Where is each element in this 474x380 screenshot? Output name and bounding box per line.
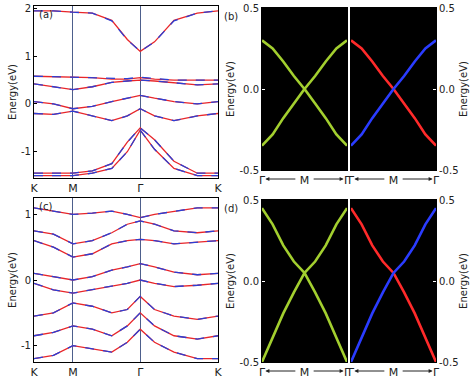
svg-text:-0.5: -0.5: [239, 357, 259, 368]
svg-text:(b): (b): [224, 11, 238, 22]
svg-text:Γ: Γ: [344, 366, 351, 379]
svg-text:-0.5: -0.5: [439, 165, 459, 176]
svg-text:(d): (d): [224, 203, 238, 214]
svg-text:Energy(eV): Energy(eV): [7, 252, 18, 308]
svg-text:M: M: [68, 182, 78, 195]
svg-text:Γ: Γ: [433, 174, 440, 187]
svg-text:Γ: Γ: [348, 174, 355, 187]
svg-text:0.0: 0.0: [439, 84, 455, 95]
svg-text:0.5: 0.5: [243, 195, 259, 206]
svg-text:Γ: Γ: [137, 182, 144, 195]
svg-text:0.5: 0.5: [439, 3, 455, 14]
svg-text:0.0: 0.0: [243, 84, 259, 95]
svg-text:M: M: [389, 366, 399, 379]
svg-text:2: 2: [25, 3, 31, 14]
svg-text:1: 1: [25, 209, 31, 220]
svg-text:M: M: [300, 366, 310, 379]
svg-text:(c): (c): [39, 201, 52, 212]
svg-text:Γ: Γ: [344, 174, 351, 187]
svg-text:Energy(eV): Energy(eV): [458, 61, 469, 117]
svg-text:K: K: [30, 182, 38, 195]
svg-text:Γ: Γ: [348, 366, 355, 379]
svg-text:-1: -1: [21, 146, 31, 157]
svg-text:0.5: 0.5: [439, 195, 455, 206]
svg-text:Γ: Γ: [137, 366, 144, 379]
svg-text:Γ: Γ: [259, 174, 266, 187]
svg-text:-1: -1: [21, 340, 31, 351]
svg-text:0.5: 0.5: [243, 3, 259, 14]
svg-text:0: 0: [25, 275, 31, 286]
svg-text:Energy(eV): Energy(eV): [225, 61, 236, 117]
svg-text:M: M: [68, 366, 78, 379]
svg-text:Γ: Γ: [433, 366, 440, 379]
svg-text:K: K: [30, 366, 38, 379]
svg-text:-0.5: -0.5: [439, 357, 459, 368]
svg-text:-0.5: -0.5: [239, 165, 259, 176]
svg-text:(a): (a): [39, 9, 53, 20]
svg-text:0.0: 0.0: [243, 276, 259, 287]
svg-text:K: K: [214, 182, 222, 195]
svg-text:K: K: [214, 366, 222, 379]
svg-text:0.0: 0.0: [439, 276, 455, 287]
svg-text:Γ: Γ: [259, 366, 266, 379]
svg-text:M: M: [300, 174, 310, 187]
svg-text:Energy(eV): Energy(eV): [7, 64, 18, 120]
svg-text:0: 0: [25, 98, 31, 109]
svg-text:Energy(eV): Energy(eV): [225, 253, 236, 309]
svg-text:Energy(eV): Energy(eV): [458, 253, 469, 309]
svg-text:M: M: [389, 174, 399, 187]
svg-text:1: 1: [25, 51, 31, 62]
